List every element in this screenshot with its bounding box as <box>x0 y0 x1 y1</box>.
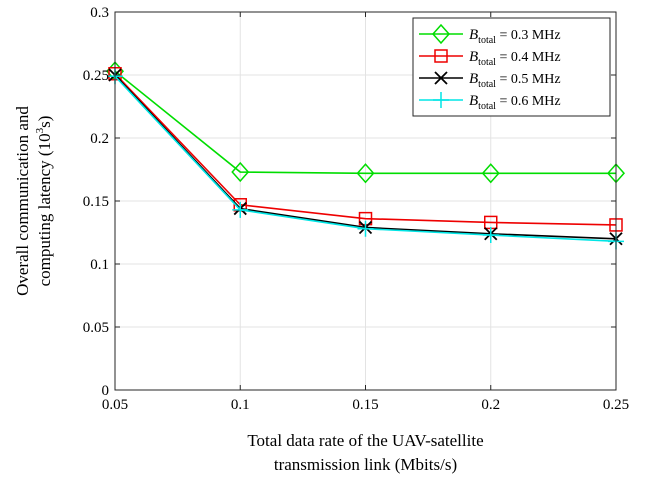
y-tick-label: 0.05 <box>83 320 109 336</box>
y-axis-title-line-1: Overall communication and <box>13 106 32 296</box>
legend-marker <box>433 92 449 108</box>
legend-subscript: total <box>478 57 496 68</box>
legend-marker <box>434 49 448 63</box>
legend-symbol: B <box>469 71 478 87</box>
legend-value: = 0.3 MHz <box>496 28 561 43</box>
y-tick-label: 0 <box>102 383 110 399</box>
legend-marker <box>431 23 451 45</box>
data-point <box>482 227 499 244</box>
legend-value: = 0.6 MHz <box>496 94 561 109</box>
x-tick-label: 0.2 <box>481 397 500 413</box>
y-tick-label: 0.15 <box>83 194 109 210</box>
legend-value: = 0.5 MHz <box>496 72 561 87</box>
data-point <box>232 201 249 218</box>
y-tick-label: 0.3 <box>90 5 109 21</box>
legend-entry: Btotal = 0.3 MHz <box>419 23 561 46</box>
y-tick-label: 0.1 <box>90 257 109 273</box>
legend-symbol: B <box>469 27 478 43</box>
legend-label: Btotal = 0.6 MHz <box>469 93 561 112</box>
y-axis-title-main: computing latency (10 <box>35 133 54 286</box>
legend-symbol: B <box>469 93 478 109</box>
data-point <box>481 163 500 184</box>
x-tick-label: 0.1 <box>231 397 250 413</box>
x-axis-title-line-1: Total data rate of the UAV-satellite <box>247 431 483 450</box>
y-axis-title-exponent: 3 <box>34 127 46 133</box>
legend-marker <box>434 71 448 85</box>
legend-subscript: total <box>478 79 496 90</box>
legend-entry: Btotal = 0.5 MHz <box>419 71 561 90</box>
x-tick-label: 0.25 <box>603 397 629 413</box>
legend-label: Btotal = 0.4 MHz <box>469 49 561 68</box>
legend-symbol: B <box>469 49 478 65</box>
legend-entry: Btotal = 0.6 MHz <box>419 92 561 112</box>
y-axis-title-line-2: computing latency (103s) <box>34 116 54 287</box>
legend-entry: Btotal = 0.4 MHz <box>419 49 561 68</box>
y-tick-label: 0.2 <box>90 131 109 147</box>
data-point <box>231 161 250 183</box>
legend-subscript: total <box>478 101 496 112</box>
legend-value: = 0.4 MHz <box>496 50 561 65</box>
legend-label: Btotal = 0.5 MHz <box>469 71 561 90</box>
x-tick-label: 0.05 <box>102 397 128 413</box>
y-tick-label: 0.25 <box>83 68 109 84</box>
legend-label: Btotal = 0.3 MHz <box>469 27 561 46</box>
x-tick-label: 0.15 <box>352 397 378 413</box>
legend-subscript: total <box>478 35 496 46</box>
x-axis-title-line-2: transmission link (Mbits/s) <box>274 455 457 474</box>
data-point <box>357 220 374 237</box>
y-axis-title-unit: s) <box>35 116 54 128</box>
series-line <box>114 73 617 226</box>
series-line <box>114 70 616 175</box>
data-point <box>356 163 375 184</box>
